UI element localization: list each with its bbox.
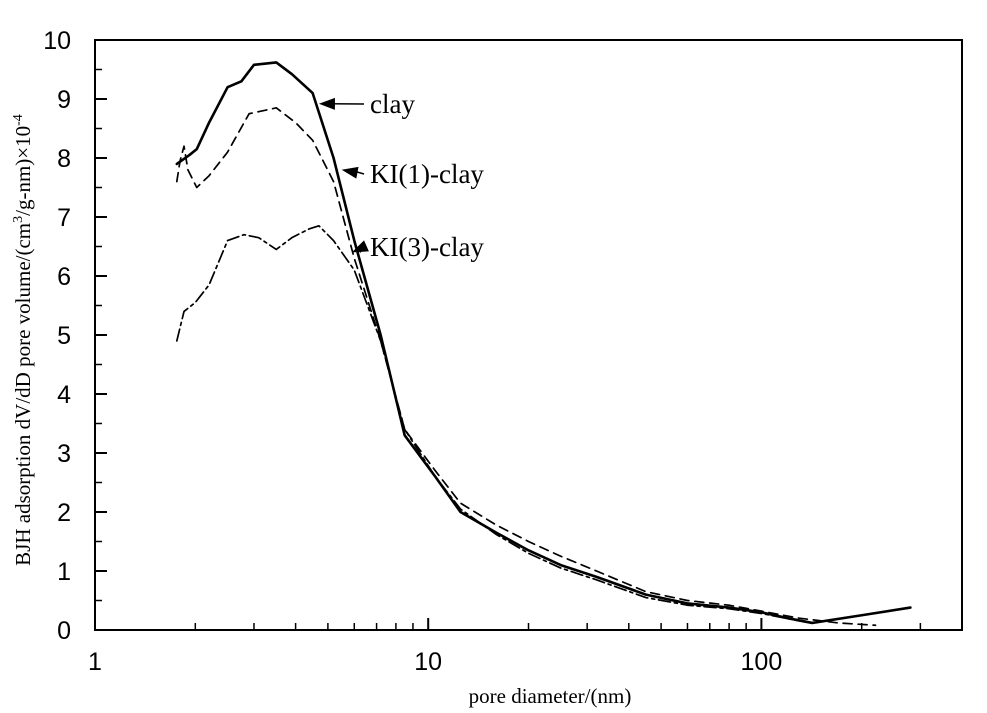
- x-tick-label-1: 1: [88, 648, 102, 676]
- annotation-label-ki-3-clay: KI(3)-clay: [370, 232, 484, 262]
- x-tick-label-10: 10: [414, 648, 442, 676]
- series-line-ki-3-clay: [175, 225, 811, 624]
- y-tick-label-9: 9: [57, 86, 71, 114]
- annotation-label-clay: clay: [370, 89, 415, 119]
- x-axis-ticks: 1 10 100: [88, 618, 963, 676]
- y-tick-label-3: 3: [57, 440, 71, 468]
- y-tick-label-7: 7: [57, 204, 71, 232]
- annotation-label-ki-1-clay: KI(1)-clay: [370, 159, 484, 189]
- annotation-arrowhead-ki-3-clay: [351, 240, 369, 253]
- annotation-arrowhead-ki-1-clay: [341, 166, 359, 179]
- y-tick-label-8: 8: [57, 145, 71, 173]
- annotation-layer: clay KI(1)-clay KI(3)-clay: [318, 89, 484, 262]
- annotation-arrowhead-clay: [318, 97, 335, 110]
- y-axis-title-middle: /g-nm)×10: [11, 126, 35, 216]
- y-axis-title-superscript-2: -4: [11, 114, 26, 126]
- y-tick-label-2: 2: [57, 499, 71, 527]
- x-axis-title: pore diameter/(nm): [469, 684, 632, 708]
- y-axis-title: BJH adsorption dV/dD pore volume/(cm3/g-…: [11, 114, 35, 566]
- y-tick-label-0: 0: [57, 617, 71, 645]
- y-axis-title-superscript-1: 3: [11, 216, 26, 223]
- y-tick-label-6: 6: [57, 263, 71, 291]
- y-tick-label-5: 5: [57, 322, 71, 350]
- y-tick-label-10: 10: [43, 27, 71, 55]
- y-axis-title-main: BJH adsorption dV/dD pore volume/(cm: [11, 223, 35, 566]
- series-layer: [175, 61, 912, 627]
- y-tick-label-1: 1: [57, 558, 71, 586]
- x-tick-label-100: 100: [741, 648, 783, 676]
- series-line-clay: [175, 61, 912, 625]
- y-axis-ticks: 0 1 2 3 4 5 6 7 8 9 10: [43, 27, 107, 645]
- y-tick-label-4: 4: [57, 381, 71, 409]
